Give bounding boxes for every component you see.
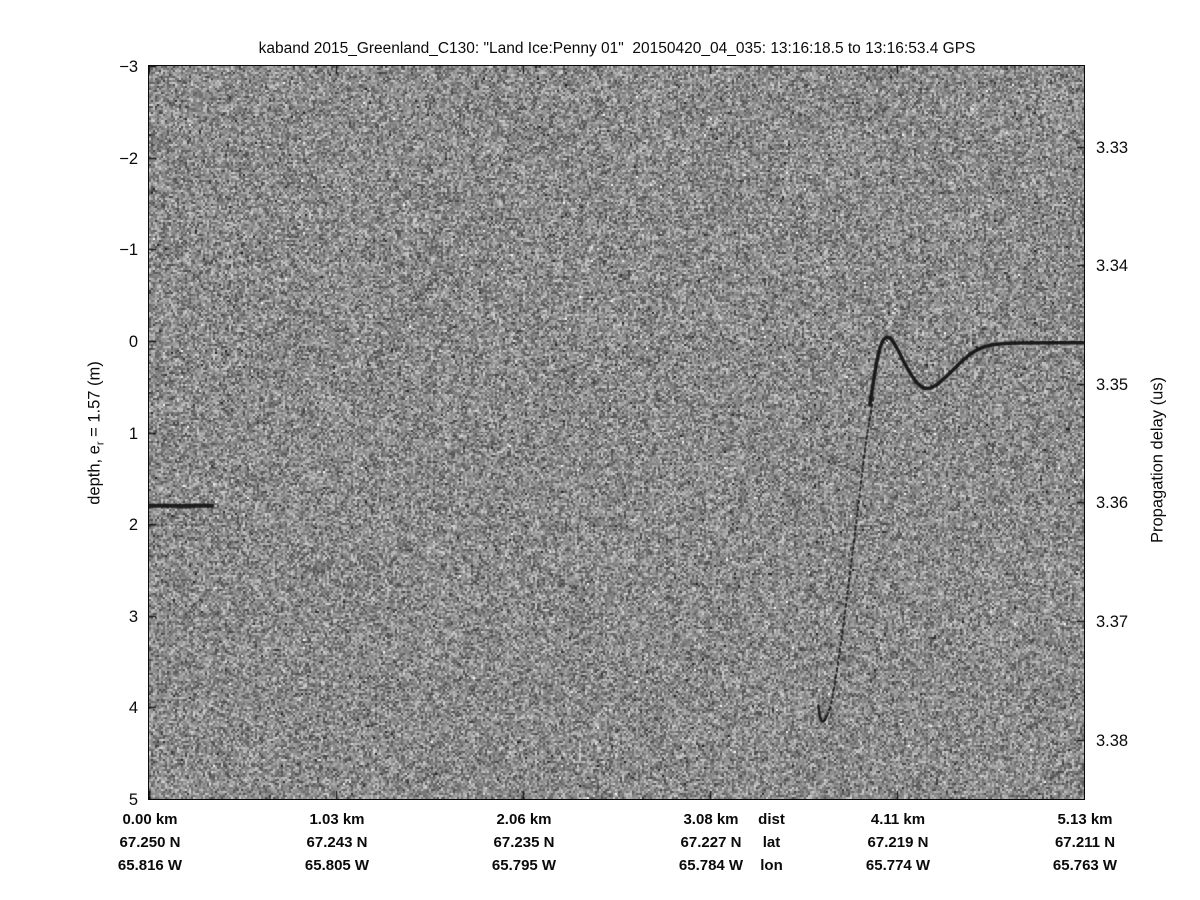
x-tick-lat: 67.250 N: [119, 834, 181, 851]
x-tick-label-group: 1.03 km 67.243 N 65.805 W: [272, 808, 402, 877]
x-tick-dist: 4.11 km: [870, 811, 926, 828]
y-left-tick-label: 0: [128, 332, 138, 351]
y-axis-left-label-pre: depth, e: [85, 445, 104, 505]
x-tick-label-group: 5.13 km 67.211 N 65.763 W: [1020, 808, 1150, 877]
x-tick-lat: 67.211 N: [1054, 834, 1116, 851]
x-tick-lon: 65.774 W: [865, 857, 931, 874]
y-left-tick-label: 5: [128, 791, 138, 809]
x-tick-lon: 65.784 W: [678, 857, 744, 874]
y-axis-right-label: Propagation delay (us): [1148, 376, 1167, 544]
echogram-plot-area: [148, 65, 1085, 800]
y-left-tick-label: −1: [119, 241, 138, 260]
y-left-tick-label: −2: [119, 149, 138, 168]
x-tick-lat: 67.227 N: [680, 834, 742, 851]
x-tick-lat: 67.243 N: [306, 834, 368, 851]
x-axis-row-header: lon: [760, 857, 783, 874]
y-right-tick-label: 3.35: [1096, 375, 1129, 394]
y-left-tick-label: 4: [128, 699, 138, 718]
x-tick-lon: 65.795 W: [491, 857, 557, 874]
x-axis-row-header: dist: [758, 811, 785, 828]
y-left-tick-label: 3: [128, 607, 138, 626]
x-axis-row-header: lat: [762, 834, 781, 851]
x-tick-dist: 3.08 km: [683, 811, 739, 828]
y-right-tick-label: 3.34: [1096, 257, 1129, 276]
x-tick-lon: 65.763 W: [1052, 857, 1118, 874]
y-left-tick-label: 1: [128, 424, 138, 443]
echogram-canvas: [149, 66, 1084, 799]
x-tick-dist: 2.06 km: [496, 811, 552, 828]
x-tick-lon: 65.805 W: [304, 857, 370, 874]
x-tick-label-group: 0.00 km 67.250 N 65.816 W: [85, 808, 215, 877]
x-tick-label-group: 4.11 km 67.219 N 65.774 W: [833, 808, 963, 877]
y-right-tick-label: 3.38: [1096, 731, 1129, 750]
x-tick-dist: 0.00 km: [122, 811, 178, 828]
y-left-tick-label: −3: [119, 58, 138, 76]
x-tick-dist: 1.03 km: [309, 811, 365, 828]
x-tick-label-group: 2.06 km 67.235 N 65.795 W: [459, 808, 589, 877]
x-axis-row-headers: dist lat lon: [737, 808, 807, 877]
x-tick-lon: 65.816 W: [117, 857, 183, 874]
x-tick-label-group: 3.08 km 67.227 N 65.784 W: [646, 808, 776, 877]
y-right-tick-label: 3.37: [1096, 613, 1129, 632]
plot-title: kaband 2015_Greenland_C130: "Land Ice:Pe…: [258, 40, 976, 57]
x-tick-dist: 5.13 km: [1057, 811, 1113, 828]
x-tick-lat: 67.219 N: [867, 834, 929, 851]
y-right-tick-label: 3.33: [1096, 138, 1129, 157]
x-tick-lat: 67.235 N: [493, 834, 555, 851]
y-right-tick-label: 3.36: [1096, 494, 1129, 513]
y-left-tick-label: 2: [128, 516, 138, 535]
